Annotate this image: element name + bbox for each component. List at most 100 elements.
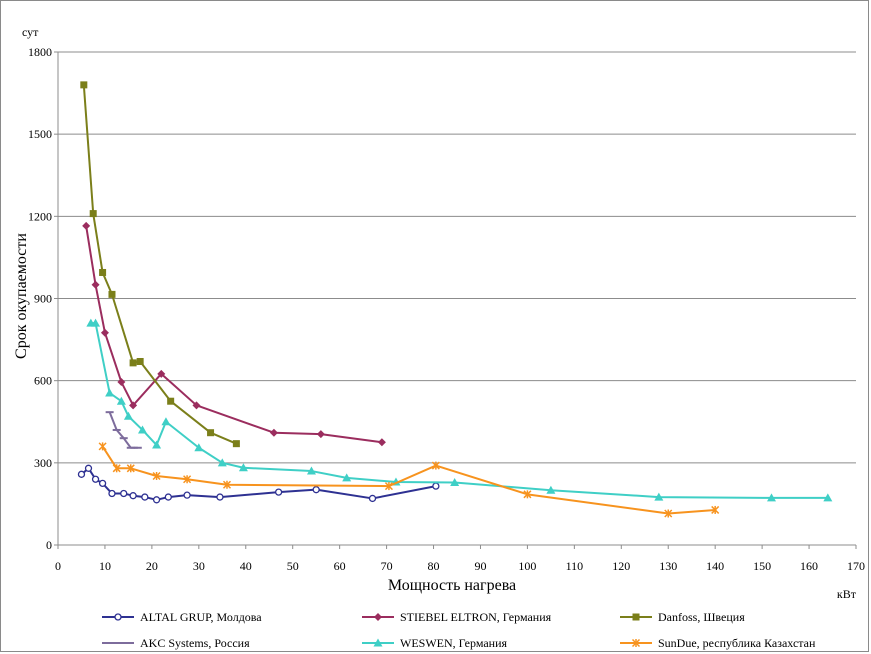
data-point — [711, 505, 720, 514]
data-point — [269, 428, 278, 437]
series-line — [90, 322, 828, 499]
data-point — [84, 464, 93, 472]
x-tick-label: 90 — [474, 559, 486, 573]
data-point — [546, 485, 556, 494]
legend-marker — [632, 613, 640, 621]
x-tick-label: 50 — [287, 559, 299, 573]
y-tick-label: 300 — [34, 456, 52, 470]
data-point — [117, 378, 126, 387]
data-point — [129, 492, 137, 500]
data-point — [137, 425, 147, 434]
series-line — [101, 445, 716, 515]
x-axis-title: Мощность нагрева — [388, 577, 516, 594]
x-tick-label: 160 — [800, 559, 818, 573]
legend-marker — [374, 613, 382, 621]
series-2 — [80, 81, 240, 448]
x-tick-label: 140 — [706, 559, 724, 573]
data-point — [216, 493, 224, 501]
data-point — [312, 486, 320, 494]
series-0 — [77, 464, 440, 504]
data-point — [274, 488, 283, 496]
series-line — [80, 467, 437, 501]
data-point — [77, 470, 86, 478]
data-point — [129, 401, 138, 410]
data-point — [99, 268, 107, 276]
legend-marker — [114, 613, 122, 621]
data-point — [194, 443, 204, 452]
y-tick-label: 600 — [34, 374, 52, 388]
x-tick-label: 30 — [193, 559, 205, 573]
data-point — [217, 458, 227, 467]
data-point — [664, 509, 673, 518]
data-point — [157, 369, 166, 378]
data-point — [523, 490, 532, 499]
legend-label: ALTAL GRUP, Молдова — [140, 610, 262, 624]
data-point — [183, 475, 192, 484]
data-point — [431, 461, 440, 470]
data-point — [116, 396, 126, 405]
data-point — [80, 81, 88, 89]
series-4 — [86, 318, 833, 502]
y-tick-labels: 0 300 600 900 1200 1500 1800 — [28, 45, 58, 552]
data-point — [207, 429, 215, 437]
x-tick-label: 120 — [612, 559, 630, 573]
series-line — [85, 225, 383, 444]
data-point — [238, 463, 248, 472]
legend-item: WESWEN, Германия — [362, 636, 508, 650]
data-point — [342, 473, 352, 482]
x-axis-unit: кВт — [837, 587, 857, 601]
x-tick-label: 60 — [334, 559, 346, 573]
legend-item: SunDue, республика Казахстан — [620, 636, 816, 650]
data-point — [126, 464, 135, 473]
data-point — [112, 464, 121, 473]
x-tick-label: 170 — [847, 559, 865, 573]
data-point — [450, 478, 460, 487]
y-tick-label: 1800 — [28, 45, 52, 59]
data-point — [82, 221, 91, 230]
series-1 — [82, 221, 386, 447]
data-point — [654, 492, 664, 501]
x-tick-label: 40 — [240, 559, 252, 573]
data-point — [432, 482, 440, 490]
data-point — [152, 496, 161, 504]
data-point — [91, 475, 100, 483]
data-point — [108, 290, 116, 298]
data-point — [105, 388, 115, 397]
x-tick-label: 110 — [566, 559, 584, 573]
legend-marker — [631, 638, 641, 648]
data-point — [222, 480, 232, 489]
data-point — [120, 489, 128, 498]
legend-label: SunDue, республика Казахстан — [658, 636, 816, 650]
y-axis-title: Срок окупаемости — [13, 233, 30, 359]
legend-marker — [373, 638, 383, 647]
data-point — [377, 438, 386, 447]
x-tick-label: 100 — [518, 559, 536, 573]
x-tick-label: 10 — [99, 559, 111, 573]
legend-label: Danfoss, Швеция — [658, 610, 745, 624]
data-point — [316, 430, 325, 439]
legend-label: STIEBEL ELTRON, Германия — [400, 610, 552, 624]
data-point — [98, 479, 107, 488]
series-group — [77, 81, 833, 518]
x-tick-label: 20 — [146, 559, 158, 573]
y-tick-label: 1500 — [28, 127, 52, 141]
x-tick-label: 130 — [659, 559, 677, 573]
data-point — [192, 401, 201, 410]
legend-item: STIEBEL ELTRON, Германия — [362, 610, 552, 624]
data-point — [91, 280, 100, 289]
y-axis-unit: сут — [22, 25, 39, 39]
data-point — [368, 494, 377, 503]
data-point — [232, 440, 240, 448]
data-point — [152, 471, 161, 481]
legend-item: ALTAL GRUP, Молдова — [102, 610, 262, 624]
data-point — [152, 440, 162, 449]
data-point — [164, 493, 172, 501]
legend-label: WESWEN, Германия — [400, 636, 508, 650]
series-line — [82, 84, 237, 445]
data-point — [100, 328, 109, 337]
x-tick-label: 80 — [428, 559, 440, 573]
data-point — [136, 357, 144, 365]
x-tick-label: 70 — [381, 559, 393, 573]
